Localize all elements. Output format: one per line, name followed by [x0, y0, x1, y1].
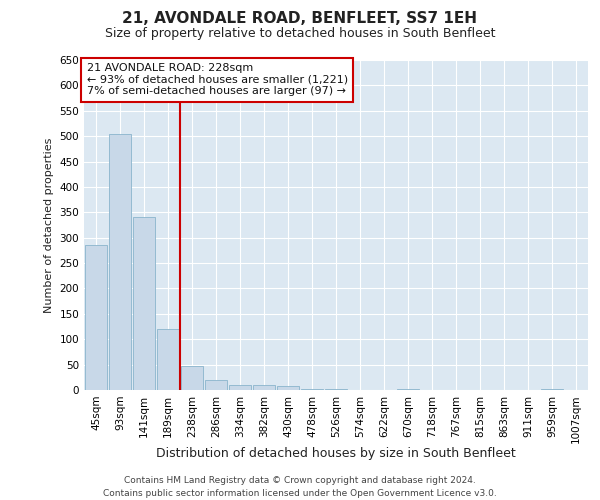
Bar — [181, 366, 203, 390]
Bar — [157, 329, 179, 390]
Text: Size of property relative to detached houses in South Benfleet: Size of property relative to detached ho… — [105, 28, 495, 40]
Text: 21 AVONDALE ROAD: 228sqm
← 93% of detached houses are smaller (1,221)
7% of semi: 21 AVONDALE ROAD: 228sqm ← 93% of detach… — [86, 64, 347, 96]
Text: 21, AVONDALE ROAD, BENFLEET, SS7 1EH: 21, AVONDALE ROAD, BENFLEET, SS7 1EH — [122, 11, 478, 26]
Bar — [85, 246, 107, 390]
Text: Distribution of detached houses by size in South Benfleet: Distribution of detached houses by size … — [156, 448, 516, 460]
Bar — [253, 385, 275, 390]
Bar — [325, 389, 347, 390]
Bar — [133, 218, 155, 390]
Text: Contains HM Land Registry data © Crown copyright and database right 2024.: Contains HM Land Registry data © Crown c… — [124, 476, 476, 485]
Bar — [109, 134, 131, 390]
Y-axis label: Number of detached properties: Number of detached properties — [44, 138, 54, 312]
Bar — [229, 385, 251, 390]
Bar — [277, 386, 299, 390]
Bar — [205, 380, 227, 390]
Text: Contains public sector information licensed under the Open Government Licence v3: Contains public sector information licen… — [103, 489, 497, 498]
Bar — [301, 389, 323, 390]
